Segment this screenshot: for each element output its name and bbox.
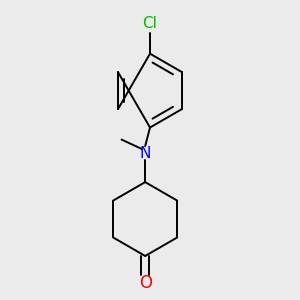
Text: N: N bbox=[140, 146, 151, 161]
Text: Cl: Cl bbox=[142, 16, 158, 31]
Text: O: O bbox=[139, 274, 152, 292]
